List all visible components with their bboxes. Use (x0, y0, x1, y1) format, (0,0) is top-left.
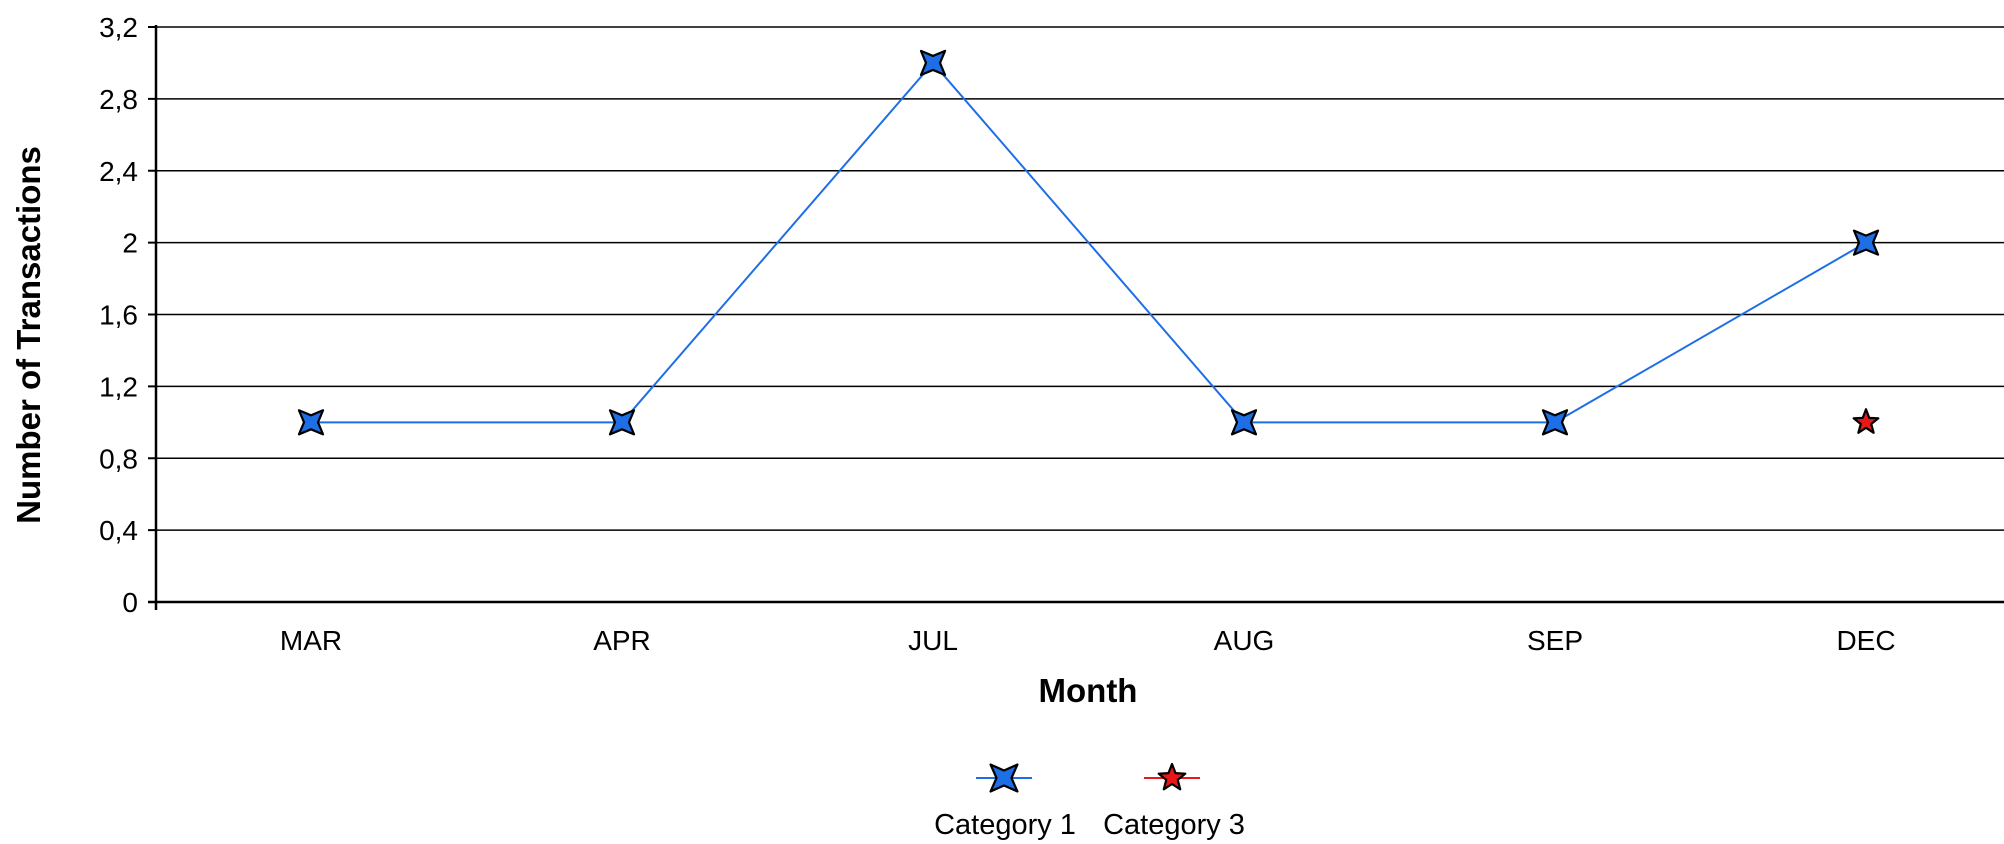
y-tick-label: 0,4 (99, 515, 138, 546)
x-axis-title: Month (1039, 672, 1138, 709)
gridlines (156, 26, 2004, 531)
y-tick-label: 0 (122, 587, 138, 618)
x-tick-label: DEC (1836, 625, 1895, 656)
series-line (311, 61, 1867, 424)
x-tick-label: MAR (280, 625, 342, 656)
y-tick-label: 3,2 (99, 12, 138, 43)
x-tick-label: APR (593, 625, 651, 656)
y-tick-label: 2,8 (99, 84, 138, 115)
legend-swatch-category-3 (1144, 762, 1200, 791)
x-tick-label: JUL (908, 625, 958, 656)
series-1 (297, 49, 1880, 436)
legend-swatch-category-1 (976, 763, 1032, 793)
data-point (1852, 408, 1880, 434)
data-point (1230, 409, 1258, 436)
series-2 (1852, 408, 1880, 434)
y-tick-label: 0,8 (99, 443, 138, 474)
legend-label-category-3: Category 3 (1103, 809, 1245, 841)
data-point (1852, 229, 1880, 256)
data-point (297, 409, 325, 436)
legend-marker (989, 763, 1019, 793)
data-point (608, 409, 636, 436)
y-axis-title: Number of Transactions (10, 146, 47, 524)
data-point (1541, 409, 1569, 436)
x-tick-label: AUG (1214, 625, 1275, 656)
data-point (919, 49, 947, 77)
legend-label-category-1: Category 1 (934, 809, 1076, 841)
y-tick-label: 1,6 (99, 300, 138, 331)
axes (148, 25, 2004, 610)
y-tick-label: 2,4 (99, 156, 138, 187)
series (297, 49, 1880, 436)
x-tick-label: SEP (1527, 625, 1583, 656)
y-tick-label: 1,2 (99, 371, 138, 402)
legend: Category 1 Category 3 (934, 762, 1245, 841)
y-tick-labels: 0 0,4 0,8 1,2 1,6 2 2,4 2,8 3,2 (99, 12, 138, 618)
x-tick-labels: MAR APR JUL AUG SEP DEC (280, 625, 1896, 656)
legend-marker (1157, 762, 1187, 791)
y-tick-label: 2 (122, 228, 138, 259)
